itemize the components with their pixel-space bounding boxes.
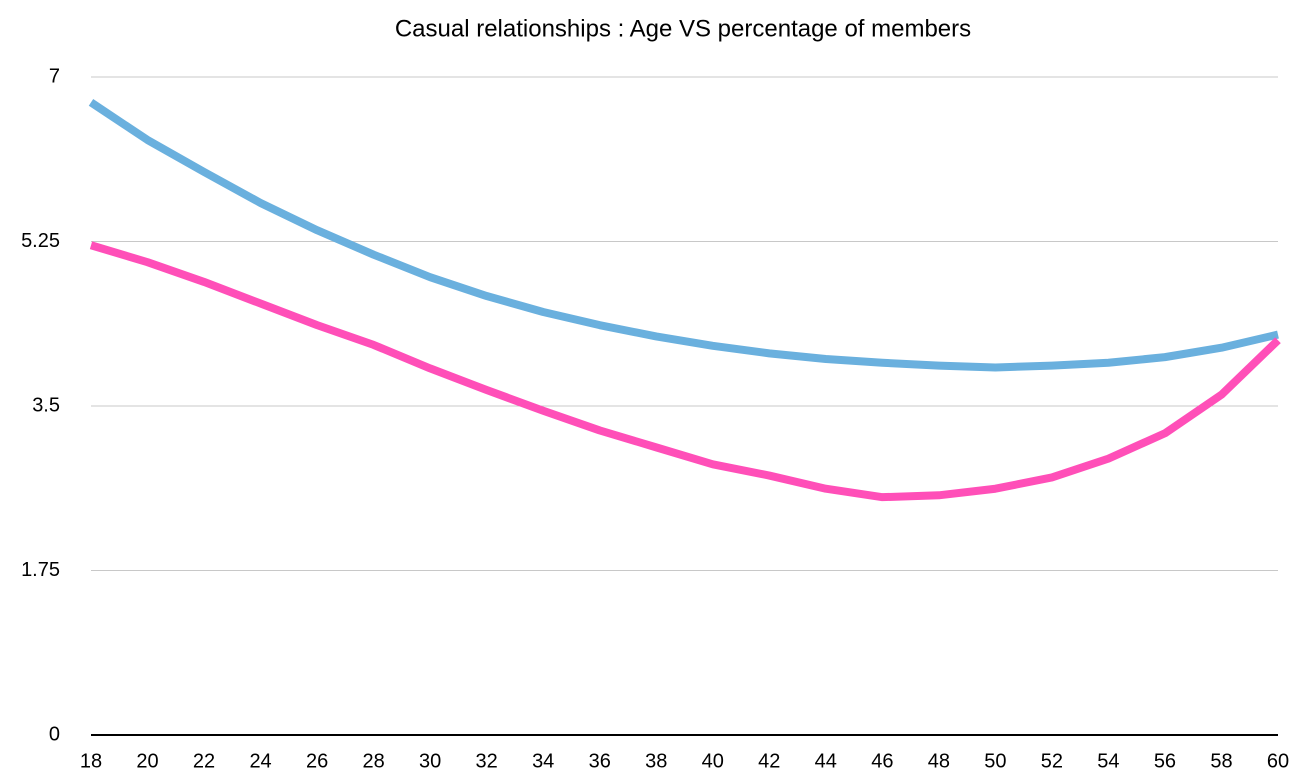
x-tick-label: 48 (928, 750, 950, 772)
x-tick-label: 20 (136, 750, 158, 772)
x-tick-label: 34 (532, 750, 554, 772)
y-tick-label: 7 (49, 65, 60, 87)
x-tick-label: 40 (702, 750, 724, 772)
x-tick-label: 60 (1267, 750, 1289, 772)
x-tick-label: 30 (419, 750, 441, 772)
y-tick-label: 3.5 (32, 394, 60, 416)
x-tick-label: 42 (758, 750, 780, 772)
x-tick-label: 44 (815, 750, 837, 772)
series-line (89, 241, 1281, 502)
series-line (88, 99, 1279, 372)
x-tick-label: 56 (1154, 750, 1176, 772)
x-tick-label: 28 (362, 750, 384, 772)
x-tick-label: 22 (193, 750, 215, 772)
x-tick-label: 38 (645, 750, 667, 772)
x-tick-label: 52 (1041, 750, 1063, 772)
x-tick-label: 46 (871, 750, 893, 772)
x-tick-label: 36 (589, 750, 611, 772)
x-tick-label: 54 (1097, 750, 1119, 772)
x-tick-label: 58 (1210, 750, 1232, 772)
y-tick-label: 0 (49, 723, 60, 745)
x-tick-label: 32 (476, 750, 498, 772)
x-tick-label: 18 (80, 750, 102, 772)
x-tick-label: 26 (306, 750, 328, 772)
chart-title: Casual relationships : Age VS percentage… (395, 15, 971, 42)
y-tick-label: 1.75 (21, 559, 60, 581)
x-tick-label: 50 (984, 750, 1006, 772)
y-tick-label: 5.25 (21, 230, 60, 252)
x-tick-label: 24 (249, 750, 271, 772)
